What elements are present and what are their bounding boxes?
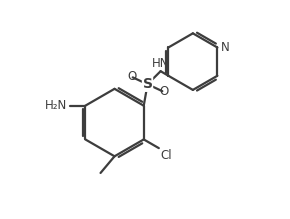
Text: N: N <box>221 41 229 54</box>
Text: O: O <box>160 85 169 98</box>
Text: Cl: Cl <box>160 149 171 162</box>
Text: H₂N: H₂N <box>45 99 67 112</box>
Text: O: O <box>127 70 136 83</box>
Text: S: S <box>142 77 153 91</box>
Text: HN: HN <box>152 57 169 70</box>
